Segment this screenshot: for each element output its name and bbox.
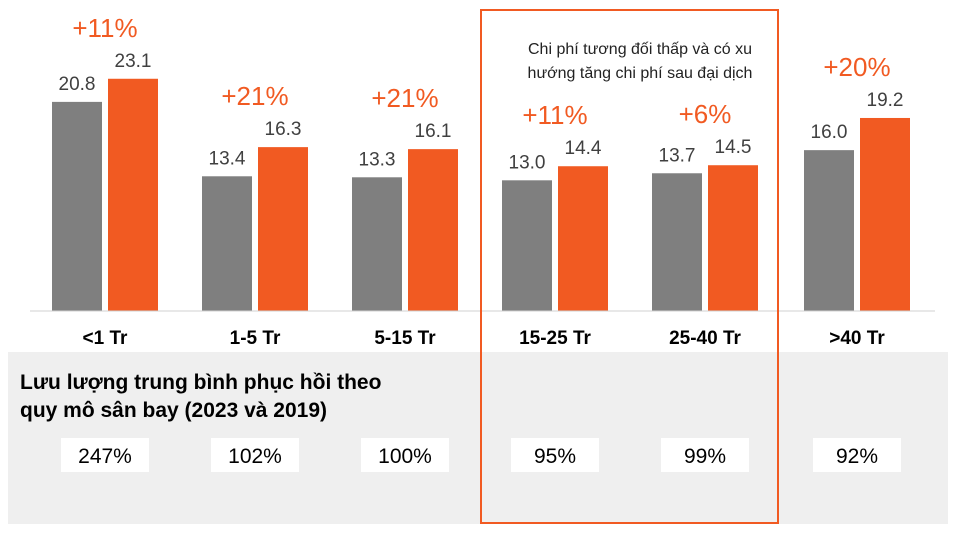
category-label-25-40-tr: 25-40 Tr: [669, 328, 741, 349]
bar-2023-1-5-tr: [258, 147, 308, 311]
bar-2019-25-40-tr: [652, 173, 702, 311]
recovery-value-box-15-25-tr: [511, 438, 599, 472]
labels-layer: 20.8 23.1 +11% <1 Tr 13.4 16.3 +21% 1-5 Tr 13.3 1…: [59, 13, 904, 349]
highlight-note-line-2: hướng tăng chi phí sau đại dịch: [528, 65, 753, 82]
bar-2023-25-40-tr: [708, 165, 758, 311]
value-label-2019-1-5-tr: 13.4: [209, 148, 246, 169]
recovery-value-15-25-tr: 95%: [534, 445, 576, 468]
category-label-5-15-tr: 5-15 Tr: [374, 328, 436, 349]
recovery-value-box-25-40-tr: [661, 438, 749, 472]
value-label-2019-25-40-tr: 13.7: [659, 145, 696, 166]
recovery-value-5-15-tr: 100%: [378, 445, 432, 468]
bar-2023-gt-40-tr: [860, 117, 910, 312]
bar-2023-15-25-tr: [558, 166, 608, 311]
recovery-title-line-2: quy mô sân bay (2023 và 2019): [20, 399, 327, 422]
bar-2023-5-15-tr: [408, 149, 458, 311]
recovery-value-box-gt-40-tr: [813, 438, 901, 472]
value-label-2019-lt-1-tr: 20.8: [59, 74, 96, 95]
value-label-2023-5-15-tr: 16.1: [415, 121, 452, 142]
highlight-box: [480, 9, 779, 524]
value-label-2023-15-25-tr: 14.4: [565, 138, 602, 159]
bar-2019-5-15-tr: [352, 177, 402, 311]
recovery-value-lt-1-tr: 247%: [78, 445, 132, 468]
category-label-gt-40-tr: >40 Tr: [829, 328, 885, 349]
growth-label-5-15-tr: +21%: [371, 83, 438, 113]
value-label-2023-1-5-tr: 16.3: [265, 119, 302, 140]
growth-label-lt-1-tr: +11%: [72, 13, 137, 43]
value-label-2019-gt-40-tr: 16.0: [811, 122, 848, 143]
value-label-2019-5-15-tr: 13.3: [359, 149, 396, 170]
recovery-value-box-1-5-tr: [211, 438, 299, 472]
value-label-2023-gt-40-tr: 19.2: [867, 90, 904, 111]
bar-2019-15-25-tr: [502, 180, 552, 311]
growth-label-15-25-tr: +11%: [522, 100, 587, 130]
highlight-note-line-1: Chi phí tương đối thấp và có xu: [528, 41, 752, 58]
category-label-15-25-tr: 15-25 Tr: [519, 328, 591, 349]
recovery-panel: [8, 352, 948, 524]
value-label-2023-25-40-tr: 14.5: [715, 137, 752, 158]
category-label-lt-1-tr: <1 Tr: [83, 328, 128, 349]
recovery-value-gt-40-tr: 92%: [836, 445, 878, 468]
bar-2019-lt-1-tr: [52, 101, 102, 311]
bar-2023-lt-1-tr: [108, 78, 158, 311]
value-label-2019-15-25-tr: 13.0: [509, 152, 546, 173]
value-label-2023-lt-1-tr: 23.1: [115, 51, 152, 72]
growth-label-1-5-tr: +21%: [221, 81, 288, 111]
recovery-values: 247% 102% 100% 95% 99% 92%: [61, 438, 901, 472]
bar-2019-1-5-tr: [202, 176, 252, 311]
category-label-1-5-tr: 1-5 Tr: [230, 328, 281, 349]
recovery-value-25-40-tr: 99%: [684, 445, 726, 468]
recovery-value-box-lt-1-tr: [61, 438, 149, 472]
recovery-title-line-1: Lưu lượng trung bình phục hồi theo: [20, 371, 381, 394]
bar-2019-gt-40-tr: [804, 150, 854, 311]
growth-label-gt-40-tr: +20%: [823, 52, 890, 82]
growth-label-25-40-tr: +6%: [679, 99, 732, 129]
recovery-value-1-5-tr: 102%: [228, 445, 282, 468]
recovery-value-box-5-15-tr: [361, 438, 449, 472]
bars-layer: [52, 78, 910, 312]
